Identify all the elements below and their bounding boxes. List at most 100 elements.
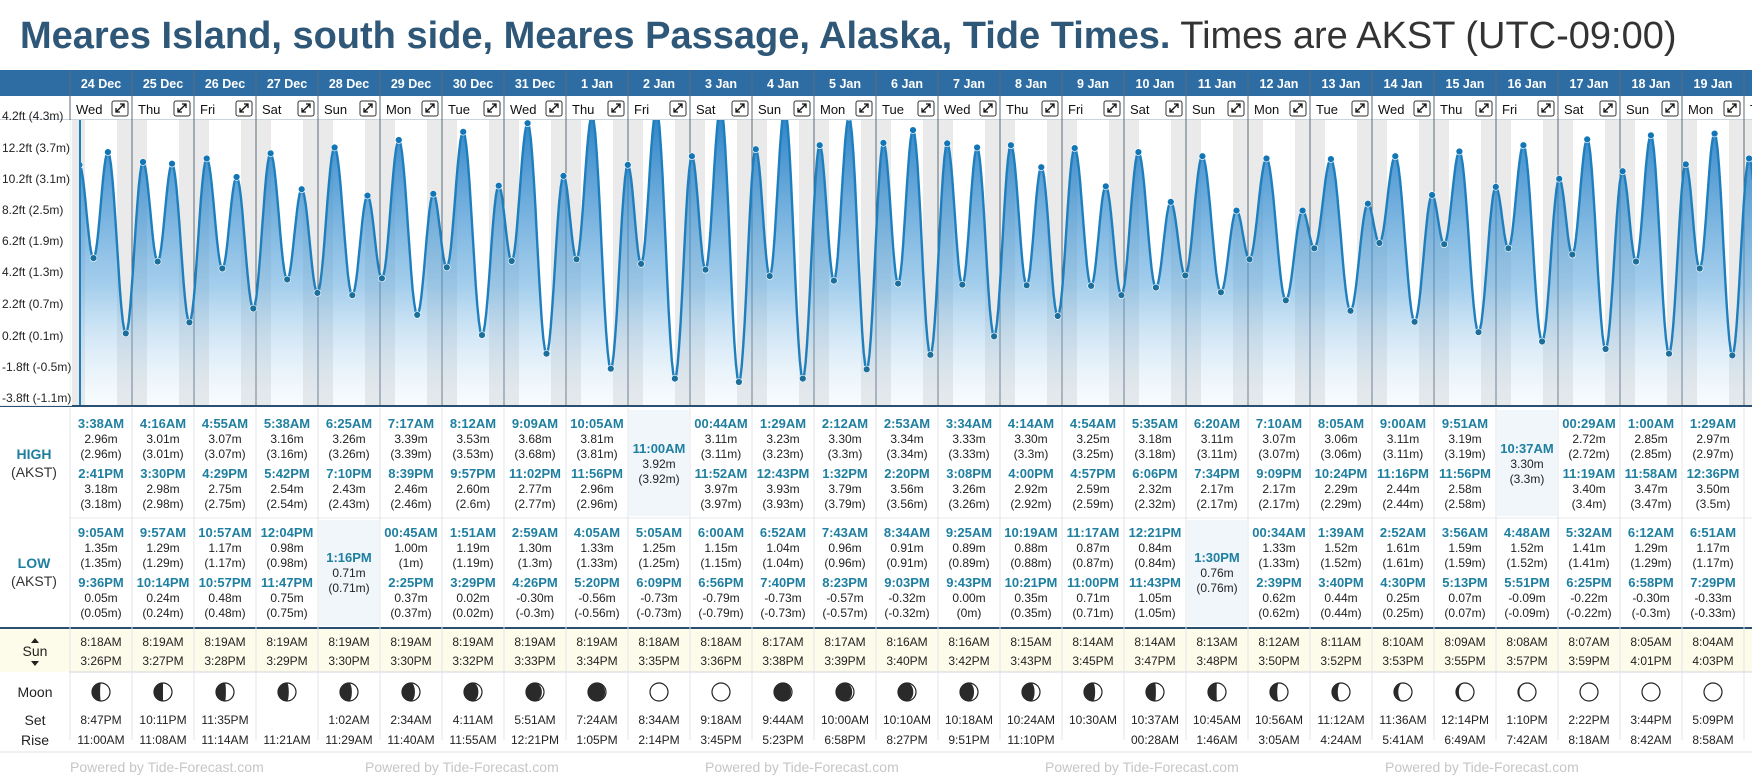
expand-day-button[interactable] <box>607 100 625 117</box>
moon-phase-icon <box>1641 682 1661 702</box>
moon-shadow <box>1518 683 1527 701</box>
low-tide-point <box>478 331 486 339</box>
expand-day-button[interactable] <box>979 100 997 117</box>
high-tide-point <box>1428 191 1436 199</box>
expand-day-button[interactable] <box>1661 100 1679 117</box>
high-height: 3.25m <box>1076 432 1109 446</box>
high-height-alt: (3.68m) <box>514 447 555 461</box>
expand-day-button[interactable] <box>1723 100 1741 117</box>
low-height: -0.30m <box>516 591 553 605</box>
expand-day-button[interactable] <box>1041 100 1059 117</box>
low-time: 3:29PM <box>450 575 496 590</box>
sunset-time: 3:26PM <box>80 654 121 668</box>
sunrise-time: 8:18AM <box>80 635 121 649</box>
low-height-alt: (1.41m) <box>1568 556 1609 570</box>
high-time: 4:14AM <box>1008 416 1054 431</box>
expand-day-button[interactable] <box>855 100 873 117</box>
expand-day-button[interactable] <box>731 100 749 117</box>
expand-day-button[interactable] <box>1413 100 1431 117</box>
expand-icon <box>735 103 745 113</box>
high-time: 1:29AM <box>760 416 806 431</box>
sunrise-time: 8:04AM <box>1692 635 1733 649</box>
high-height-alt: (3.25m) <box>1072 447 1113 461</box>
low-time: 12:21PM <box>1129 525 1182 540</box>
low-time: 2:25PM <box>388 575 434 590</box>
high-tide-point <box>1167 198 1175 206</box>
single-tide-cell <box>1497 410 1557 516</box>
moon-shadow <box>464 683 479 701</box>
expand-day-button[interactable] <box>917 100 935 117</box>
low-height-alt: (0.87m) <box>1072 556 1113 570</box>
moon-phase-icon <box>1455 682 1475 702</box>
expand-day-button[interactable] <box>545 100 563 117</box>
expand-day-button[interactable] <box>1351 100 1369 117</box>
low-height: 0.76m <box>1200 566 1233 580</box>
expand-day-button[interactable] <box>1165 100 1183 117</box>
expand-day-button[interactable] <box>1537 100 1555 117</box>
expand-day-button[interactable] <box>173 100 191 117</box>
high-height: 2.44m <box>1386 482 1419 496</box>
weekday-label: Mon <box>1254 102 1279 117</box>
moonrise-time: 11:29AM <box>325 733 372 747</box>
high-tide-point <box>1647 131 1655 140</box>
expand-day-button[interactable] <box>235 100 253 117</box>
moonrise-time: 4:24AM <box>1320 733 1361 747</box>
high-time: 4:29PM <box>202 466 248 481</box>
expand-day-button[interactable] <box>1103 100 1121 117</box>
low-height: -0.30m <box>1632 591 1669 605</box>
low-time: 6:00AM <box>698 525 744 540</box>
moonset-time: 2:22PM <box>1568 713 1609 727</box>
expand-day-button[interactable] <box>1599 100 1617 117</box>
high-height-alt: (2.97m) <box>1692 447 1733 461</box>
high-time: 5:38AM <box>264 416 310 431</box>
expand-day-button[interactable] <box>1227 100 1245 117</box>
high-time: 4:55AM <box>202 416 248 431</box>
high-height: 3.81m <box>580 432 613 446</box>
high-tide-point <box>1262 154 1271 163</box>
high-tide-point <box>1070 144 1079 152</box>
high-tide-point <box>298 185 306 193</box>
high-height-alt: (3.92m) <box>638 472 679 486</box>
moonrise-time: 6:49AM <box>1444 733 1485 747</box>
expand-day-button[interactable] <box>669 100 687 117</box>
high-tide-point <box>1391 152 1400 160</box>
low-height: 1.15m <box>704 541 737 555</box>
moonset-time: 8:47PM <box>80 713 121 727</box>
high-height: 3.97m <box>704 482 737 496</box>
expand-day-button[interactable] <box>111 100 129 117</box>
moon-shadow <box>1270 683 1279 701</box>
low-time: 6:56PM <box>698 575 744 590</box>
sunrise-time: 8:19AM <box>142 635 183 649</box>
high-tide-point <box>232 173 241 181</box>
moon-phase-icon <box>835 682 855 702</box>
high-height: 2.96m <box>84 432 117 446</box>
high-height-alt: (2.54m) <box>266 497 307 511</box>
high-time: 11:02PM <box>509 466 561 481</box>
low-time: 10:19AM <box>1004 525 1057 540</box>
date-label: 5 Jan <box>829 77 861 91</box>
tide-chart <box>0 70 1752 407</box>
high-tide-point <box>1455 147 1464 156</box>
high-tide-point <box>330 143 339 152</box>
moonset-time: 4:11AM <box>453 713 493 727</box>
expand-day-button[interactable] <box>1289 100 1307 117</box>
expand-day-button[interactable] <box>359 100 377 117</box>
expand-day-button[interactable] <box>1475 100 1493 117</box>
expand-day-button[interactable] <box>421 100 439 117</box>
low-time: 5:51PM <box>1504 575 1550 590</box>
expand-day-button[interactable] <box>483 100 501 117</box>
moonset-time: 10:10AM <box>883 713 931 727</box>
moonrise-time: 11:14AM <box>201 733 248 747</box>
expand-day-button[interactable] <box>793 100 811 117</box>
low-timezone-label: (AKST) <box>11 573 57 589</box>
moon-disc <box>1641 682 1661 702</box>
low-time: 7:29PM <box>1690 575 1736 590</box>
single-tide-cell <box>319 520 379 626</box>
expand-icon <box>611 103 621 113</box>
moon-shadow <box>1022 683 1035 701</box>
expand-day-button[interactable] <box>297 100 315 117</box>
